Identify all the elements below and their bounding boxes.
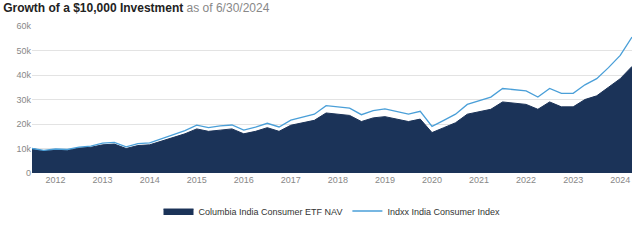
svg-text:2014: 2014 xyxy=(140,175,160,185)
svg-text:40k: 40k xyxy=(16,70,31,80)
svg-text:2017: 2017 xyxy=(281,175,301,185)
svg-text:2024: 2024 xyxy=(610,175,630,185)
svg-text:2015: 2015 xyxy=(187,175,207,185)
svg-text:2022: 2022 xyxy=(516,175,536,185)
svg-text:30k: 30k xyxy=(16,95,31,105)
svg-text:2021: 2021 xyxy=(469,175,489,185)
svg-text:2018: 2018 xyxy=(328,175,348,185)
svg-text:Columbia India Consumer ETF NA: Columbia India Consumer ETF NAV xyxy=(199,207,343,217)
svg-text:60k: 60k xyxy=(16,21,31,31)
svg-text:0: 0 xyxy=(26,168,31,178)
svg-text:2023: 2023 xyxy=(563,175,583,185)
svg-text:Indxx India Consumer Index: Indxx India Consumer Index xyxy=(387,207,500,217)
svg-text:50k: 50k xyxy=(16,46,31,56)
svg-text:2012: 2012 xyxy=(46,175,66,185)
svg-text:10k: 10k xyxy=(16,144,31,154)
svg-text:2020: 2020 xyxy=(422,175,442,185)
svg-text:2019: 2019 xyxy=(375,175,395,185)
svg-text:2013: 2013 xyxy=(93,175,113,185)
svg-text:20k: 20k xyxy=(16,119,31,129)
svg-text:2016: 2016 xyxy=(234,175,254,185)
svg-text:Growth of a $10,000 Investment: Growth of a $10,000 Investment as of 6/3… xyxy=(3,1,269,15)
